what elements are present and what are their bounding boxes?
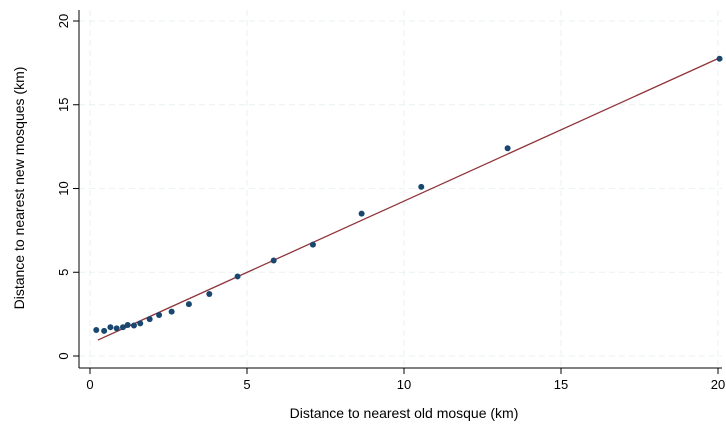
- data-point: [309, 241, 316, 248]
- data-point: [130, 322, 137, 329]
- y-tick-label: 20: [56, 14, 71, 28]
- y-tick-label: 10: [56, 181, 71, 195]
- x-tick-label: 5: [243, 377, 250, 392]
- x-tick-label: 0: [86, 377, 93, 392]
- data-point: [270, 257, 277, 264]
- data-point: [124, 322, 131, 329]
- axis-ticks: 0 5 10 15 20 0 5 10 15 20: [56, 14, 725, 392]
- x-axis-title: Distance to nearest old mosque (km): [290, 405, 519, 421]
- fit-line: [97, 57, 720, 341]
- data-point: [93, 327, 100, 334]
- x-tick-label: 15: [554, 377, 568, 392]
- data-point: [113, 325, 120, 332]
- y-axis-title: Distance to nearest new mosques (km): [11, 67, 27, 310]
- fit-line-group: [97, 57, 720, 341]
- data-point: [234, 273, 241, 280]
- data-point: [146, 316, 153, 323]
- y-tick-label: 0: [56, 352, 71, 359]
- data-point: [206, 291, 213, 298]
- data-point: [107, 324, 114, 331]
- data-point: [418, 183, 425, 190]
- data-point: [137, 320, 144, 327]
- x-tick-label: 20: [711, 377, 725, 392]
- data-point: [156, 311, 163, 318]
- gridlines: [79, 10, 722, 368]
- data-point: [101, 327, 108, 334]
- data-point: [185, 301, 192, 308]
- y-tick-label: 15: [56, 98, 71, 112]
- data-point: [119, 324, 126, 331]
- x-tick-label: 10: [397, 377, 411, 392]
- data-point: [504, 145, 511, 152]
- data-points: [93, 55, 723, 334]
- data-point: [168, 308, 175, 315]
- y-tick-label: 5: [56, 269, 71, 276]
- data-point: [716, 55, 723, 62]
- data-point: [358, 210, 365, 217]
